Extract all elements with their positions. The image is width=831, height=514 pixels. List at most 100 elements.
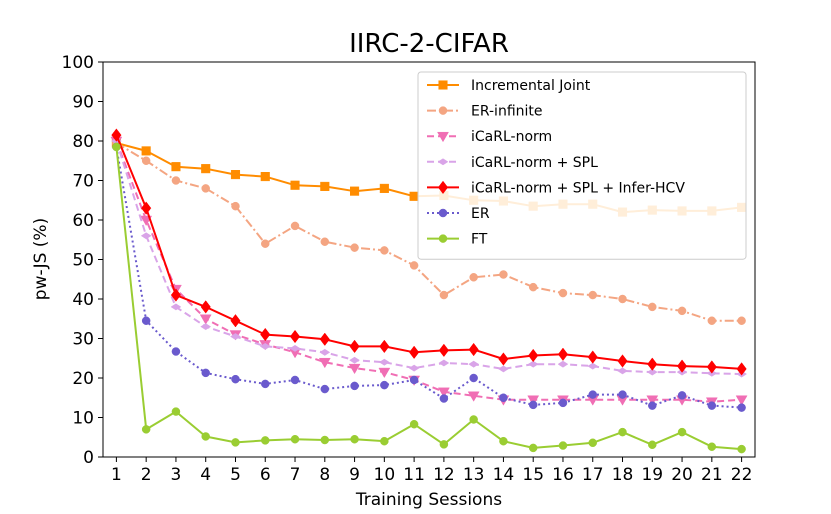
x-tick-label: 3 [171, 465, 182, 485]
series-icarl-norm [110, 136, 748, 408]
data-point [557, 347, 569, 361]
data-point [676, 359, 688, 373]
legend-marker [438, 106, 448, 115]
data-point [469, 415, 478, 424]
data-point [735, 395, 748, 406]
y-tick-label: 50 [72, 251, 94, 271]
legend-label: iCaRL-norm + SPL + Infer-HCV [471, 180, 685, 196]
x-tick-label: 14 [493, 465, 515, 485]
data-point [557, 360, 569, 368]
legend-marker [438, 80, 448, 90]
series-line [115, 140, 742, 376]
data-point [528, 400, 538, 410]
data-point [261, 239, 270, 248]
data-point [469, 273, 478, 282]
data-point [350, 381, 359, 391]
data-point [170, 303, 182, 311]
data-point [319, 332, 330, 346]
data-point [200, 323, 212, 331]
data-point [646, 395, 659, 406]
data-point [379, 339, 390, 354]
data-point [588, 390, 597, 399]
x-tick-label: 10 [374, 465, 396, 485]
data-point [437, 387, 450, 398]
x-tick-label: 11 [403, 465, 425, 485]
legend-entry: iCaRL-norm + SPL [427, 155, 598, 171]
axes: 1 2 3 4 5 6 7 8 9 10 11 12 13 14 15 16 17 18 19 20 21 2201020… [62, 53, 756, 485]
x-tick-label: 12 [433, 465, 455, 485]
data-point [289, 329, 301, 344]
data-point [617, 354, 628, 368]
data-point [468, 360, 480, 368]
data-point [199, 314, 212, 325]
data-point [439, 440, 449, 449]
y-tick-label: 70 [72, 172, 94, 192]
legend-marker [437, 158, 449, 166]
data-point [737, 316, 746, 325]
data-point [677, 427, 687, 437]
series-line [115, 146, 742, 409]
data-point [588, 438, 597, 448]
y-tick-label: 90 [72, 93, 94, 113]
legend-marker [438, 234, 448, 243]
legend-marker [437, 180, 449, 195]
data-point [706, 360, 717, 374]
y-tick-label: 0 [83, 448, 94, 468]
data-point [409, 261, 419, 270]
data-point [737, 444, 746, 454]
y-tick-label: 20 [72, 369, 94, 389]
data-point [378, 358, 390, 366]
data-point [646, 368, 658, 376]
data-point [707, 442, 717, 451]
series-icarl-norm-spl [110, 137, 748, 378]
data-point [527, 395, 540, 406]
data-point [408, 364, 420, 372]
data-point [737, 403, 746, 412]
x-axis-label: Training Sessions [355, 490, 502, 510]
data-point [171, 407, 181, 416]
data-point [171, 176, 181, 185]
data-point [379, 183, 389, 193]
data-point [171, 162, 181, 172]
series-er [112, 142, 746, 412]
y-tick-label: 30 [72, 330, 94, 350]
data-point [349, 356, 360, 364]
data-point [201, 432, 210, 441]
data-point [141, 425, 151, 434]
data-point [498, 365, 509, 373]
data-point [261, 379, 270, 389]
data-point [707, 316, 717, 325]
legend-label: iCaRL-norm + SPL [471, 155, 598, 171]
data-point [350, 186, 360, 196]
legend-entry: FT [427, 232, 488, 248]
x-tick-label: 9 [349, 465, 360, 485]
data-point [618, 427, 627, 437]
data-point [618, 390, 627, 399]
y-tick-label: 10 [72, 409, 94, 429]
data-point [140, 232, 152, 240]
data-point [141, 156, 151, 165]
legend-entry: Incremental Joint [427, 78, 591, 94]
data-point [290, 221, 300, 231]
data-point [231, 374, 240, 384]
data-point [111, 128, 122, 142]
data-point [231, 201, 240, 211]
series-line [115, 146, 742, 451]
legend-box [417, 71, 747, 260]
data-point [736, 362, 747, 376]
x-tick-label: 5 [230, 465, 241, 485]
x-tick-label: 15 [522, 465, 544, 485]
data-point [231, 438, 240, 447]
x-tick-label: 19 [641, 465, 663, 485]
data-point [648, 401, 657, 410]
data-point [558, 398, 568, 408]
x-tick-label: 13 [463, 465, 485, 485]
data-point [320, 237, 330, 246]
x-tick-label: 22 [731, 465, 753, 485]
data-point [200, 300, 211, 314]
data-point [467, 391, 480, 402]
data-point [259, 342, 271, 350]
data-point [558, 441, 568, 450]
data-point [318, 357, 331, 369]
data-point [141, 146, 151, 156]
